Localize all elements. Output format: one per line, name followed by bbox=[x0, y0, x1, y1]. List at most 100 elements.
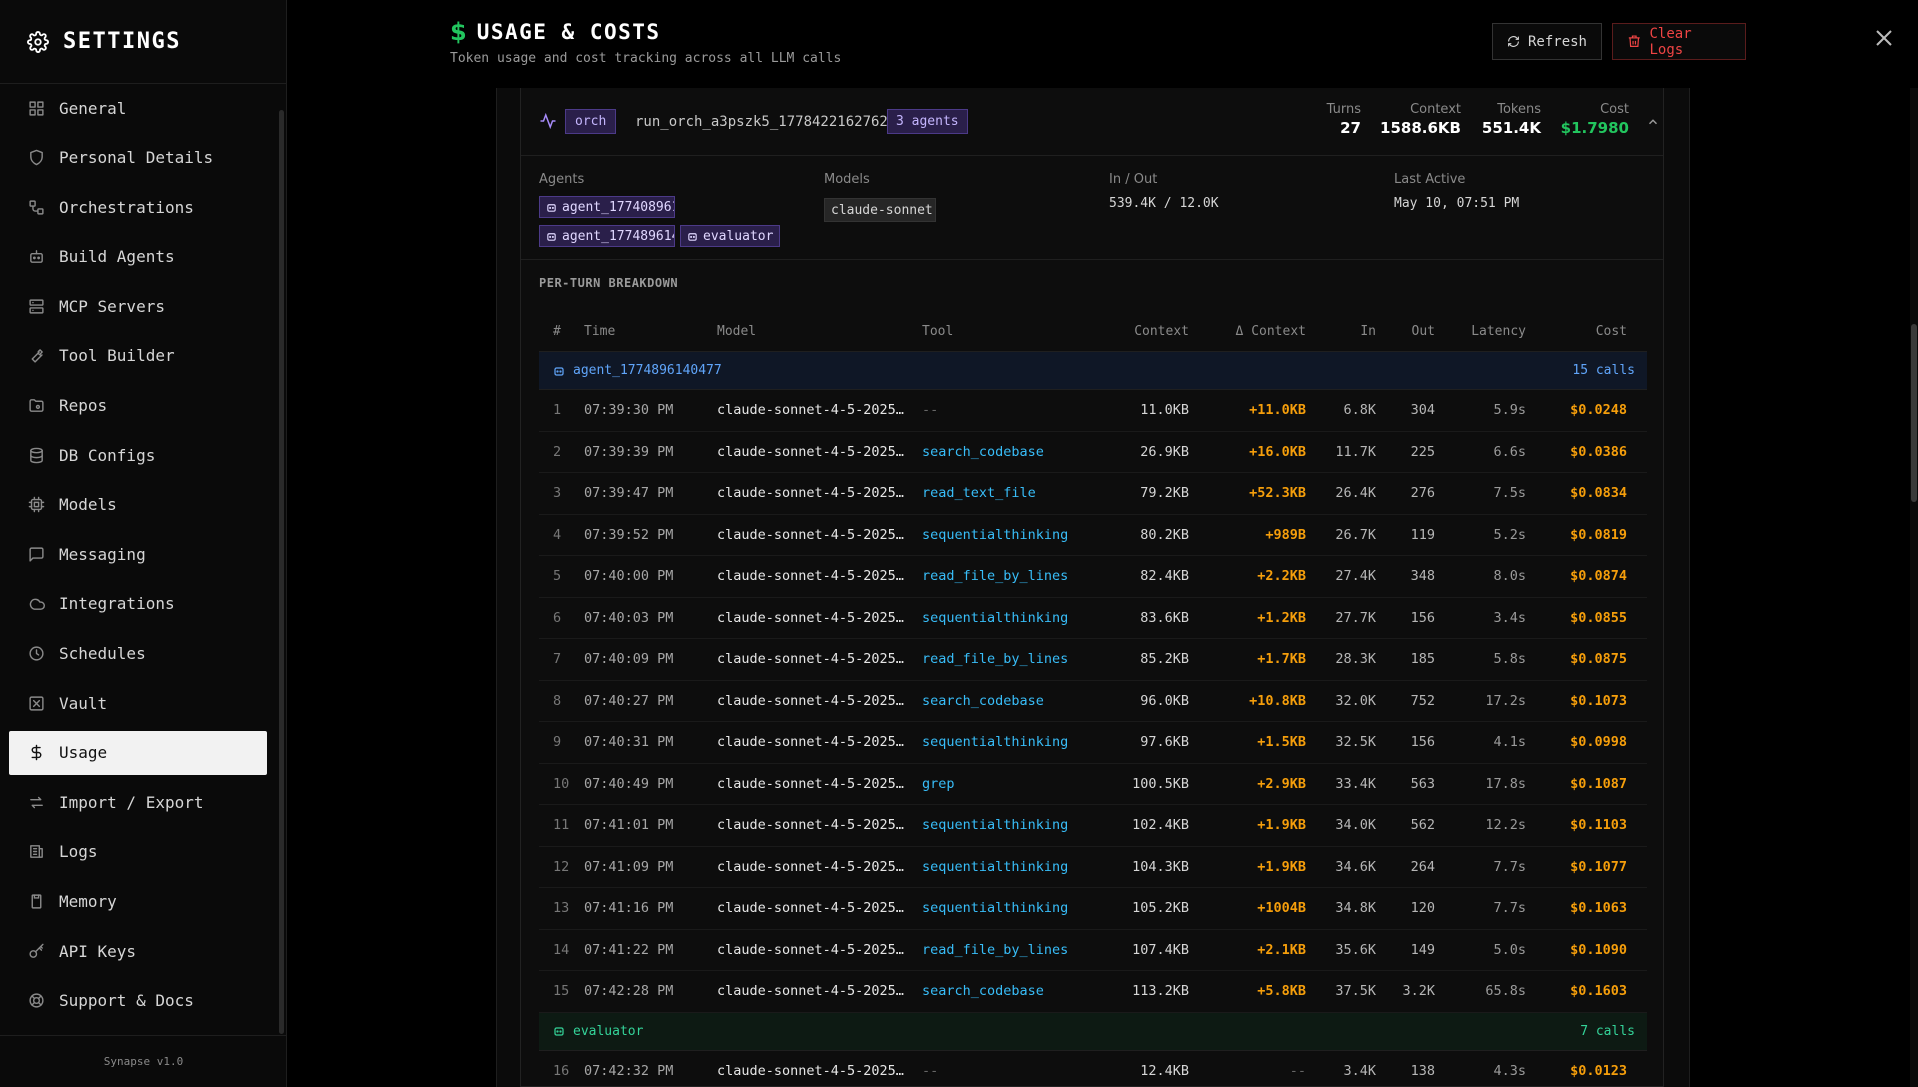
col-tool-header[interactable]: Tool bbox=[922, 324, 954, 339]
chevron-up-icon[interactable] bbox=[1646, 115, 1660, 129]
sidebar-item-models[interactable]: Models bbox=[9, 483, 267, 527]
table-row[interactable]: 11 07:41:01 PM claude-sonnet-4-5-2025… sequ… bbox=[539, 805, 1647, 847]
col-in-cell: 26.7K bbox=[1335, 526, 1376, 543]
col-cost-header[interactable]: Cost bbox=[1595, 324, 1627, 339]
col-index-header[interactable]: # bbox=[553, 324, 561, 339]
col-cost-cell: $0.0874 bbox=[1570, 568, 1627, 585]
run-card-header[interactable]: orch run_orch_a3pszk5_1778422162762 3 ag… bbox=[521, 88, 1663, 156]
sidebar-item-personal-details[interactable]: Personal Details bbox=[9, 136, 267, 180]
col-latency-cell: 12.2s bbox=[1485, 817, 1526, 834]
sidebar-item-messaging[interactable]: Messaging bbox=[9, 532, 267, 576]
col-index-cell: 12 bbox=[553, 858, 570, 875]
col-latency-header[interactable]: Latency bbox=[1471, 324, 1526, 339]
table-row[interactable]: 6 07:40:03 PM claude-sonnet-4-5-2025… seque… bbox=[539, 598, 1647, 639]
col-tool-cell: grep bbox=[922, 775, 955, 792]
scrollbar-thumb[interactable] bbox=[1911, 324, 1917, 502]
sidebar-item-integrations[interactable]: Integrations bbox=[9, 582, 267, 626]
col-model-cell: claude-sonnet-4-5-2025… bbox=[717, 734, 904, 751]
col-model-cell: claude-sonnet-4-5-2025… bbox=[717, 568, 904, 585]
table-row[interactable]: 9 07:40:31 PM claude-sonnet-4-5-2025… seque… bbox=[539, 722, 1647, 764]
sidebar-item-usage[interactable]: Usage bbox=[9, 730, 267, 775]
table-row[interactable]: 12 07:41:09 PM claude-sonnet-4-5-2025… sequ… bbox=[539, 847, 1647, 888]
col-context-header[interactable]: Context bbox=[1134, 324, 1189, 339]
col-latency-cell: 17.2s bbox=[1485, 692, 1526, 709]
grid-icon bbox=[27, 99, 45, 117]
col-index-cell: 16 bbox=[553, 1062, 570, 1079]
sidebar-item-vault[interactable]: Vault bbox=[9, 681, 267, 725]
models-label: Models bbox=[824, 172, 870, 187]
sidebar-item-repos[interactable]: Repos bbox=[9, 384, 267, 428]
col-delta-context-header[interactable]: Δ Context bbox=[1235, 324, 1306, 339]
col-index-cell: 13 bbox=[553, 900, 570, 917]
table-row[interactable]: 4 07:39:52 PM claude-sonnet-4-5-2025… seque… bbox=[539, 515, 1647, 556]
table-row[interactable]: 14 07:41:22 PM claude-sonnet-4-5-2025… read… bbox=[539, 930, 1647, 971]
col-in-cell: 37.5K bbox=[1335, 983, 1376, 1000]
clear-logs-button[interactable]: Clear Logs bbox=[1612, 23, 1746, 60]
col-out-cell: 149 bbox=[1410, 941, 1435, 958]
table-row[interactable]: 3 07:39:47 PM claude-sonnet-4-5-2025… read_… bbox=[539, 473, 1647, 515]
orch-tag: orch bbox=[565, 109, 617, 134]
col-latency-cell: 65.8s bbox=[1485, 983, 1526, 1000]
trash-icon bbox=[1628, 35, 1640, 47]
col-context-cell: 12.4KB bbox=[1140, 1062, 1189, 1079]
col-index-cell: 11 bbox=[553, 817, 570, 834]
agent-group-row[interactable]: agent_1774896140477 15 calls bbox=[539, 352, 1647, 390]
table-row[interactable]: 16 07:42:32 PM claude-sonnet-4-5-2025… -- 12… bbox=[539, 1051, 1647, 1087]
table-row[interactable]: 15 07:42:28 PM claude-sonnet-4-5-2025… sear… bbox=[539, 971, 1647, 1013]
sidebar-item-schedules[interactable]: Schedules bbox=[9, 632, 267, 676]
cpu-icon bbox=[27, 496, 45, 514]
sidebar-item-logs[interactable]: Logs bbox=[9, 830, 267, 874]
col-out-cell: 225 bbox=[1410, 443, 1435, 460]
agent-group-row[interactable]: evaluator 7 calls bbox=[539, 1012, 1647, 1051]
agent-chip[interactable]: agent_1774896140477 bbox=[539, 225, 675, 247]
breakdown-table: # Time Model Tool Context Δ Context In Out Laten… bbox=[539, 312, 1647, 1087]
col-time-cell: 07:39:47 PM bbox=[584, 485, 674, 502]
col-in-header[interactable]: In bbox=[1360, 324, 1376, 339]
sidebar-item-import-export[interactable]: Import / Export bbox=[9, 780, 267, 824]
col-index-cell: 15 bbox=[553, 983, 570, 1000]
col-index-cell: 6 bbox=[553, 609, 562, 626]
sidebar-item-build-agents[interactable]: Build Agents bbox=[9, 235, 267, 279]
sidebar-item-mcp-servers[interactable]: MCP Servers bbox=[9, 284, 267, 328]
sidebar-nav: General Personal Details Orchestrations Bui… bbox=[9, 86, 267, 1028]
agent-chip[interactable]: evaluator bbox=[680, 225, 781, 247]
table-row[interactable]: 10 07:40:49 PM claude-sonnet-4-5-2025… grep… bbox=[539, 764, 1647, 805]
sidebar-item-general[interactable]: General bbox=[9, 86, 267, 130]
sidebar-item-label: General bbox=[59, 98, 127, 118]
table-row[interactable]: 1 07:39:30 PM claude-sonnet-4-5-2025… -- 11.… bbox=[539, 390, 1647, 432]
tokens-label: Tokens bbox=[1497, 102, 1541, 117]
sidebar-scrollbar[interactable] bbox=[279, 110, 284, 1034]
col-cost-cell: $0.0875 bbox=[1570, 651, 1627, 668]
sidebar-item-support-docs[interactable]: Support & Docs bbox=[9, 979, 267, 1023]
sidebar-item-db-configs[interactable]: DB Configs bbox=[9, 433, 267, 477]
sidebar-item-label: Personal Details bbox=[59, 148, 214, 168]
tokens-value: 551.4K bbox=[1481, 119, 1541, 137]
col-time-cell: 07:40:31 PM bbox=[584, 734, 674, 751]
table-row[interactable]: 8 07:40:27 PM claude-sonnet-4-5-2025… searc… bbox=[539, 681, 1647, 722]
sidebar-item-api-keys[interactable]: API Keys bbox=[9, 929, 267, 973]
col-delta-context-cell: +2.2KB bbox=[1257, 568, 1306, 585]
table-row[interactable]: 7 07:40:09 PM claude-sonnet-4-5-2025… read_… bbox=[539, 639, 1647, 681]
col-delta-context-cell: +16.0KB bbox=[1249, 443, 1306, 460]
refresh-button[interactable]: Refresh bbox=[1492, 23, 1602, 60]
table-row[interactable]: 13 07:41:16 PM claude-sonnet-4-5-2025… sequ… bbox=[539, 888, 1647, 930]
col-time-header[interactable]: Time bbox=[584, 324, 616, 339]
sidebar-item-orchestrations[interactable]: Orchestrations bbox=[9, 185, 267, 229]
col-in-cell: 32.5K bbox=[1335, 734, 1376, 751]
col-out-cell: 276 bbox=[1410, 485, 1435, 502]
close-icon[interactable] bbox=[1872, 26, 1896, 50]
agent-chip[interactable]: agent_1774089614 bbox=[539, 196, 675, 218]
col-tool-cell: sequentialthinking bbox=[922, 858, 1069, 875]
col-model-cell: claude-sonnet-4-5-2025… bbox=[717, 402, 904, 419]
arrows-icon bbox=[27, 793, 45, 811]
col-tool-cell: sequentialthinking bbox=[922, 817, 1069, 834]
col-model-header[interactable]: Model bbox=[717, 324, 757, 339]
sidebar-item-tool-builder[interactable]: Tool Builder bbox=[9, 334, 267, 378]
sidebar-item-memory[interactable]: Memory bbox=[9, 880, 267, 924]
table-row[interactable]: 2 07:39:39 PM claude-sonnet-4-5-2025… searc… bbox=[539, 432, 1647, 473]
main-scrollbar[interactable] bbox=[1910, 88, 1918, 1087]
table-row[interactable]: 5 07:40:00 PM claude-sonnet-4-5-2025… read_… bbox=[539, 556, 1647, 598]
col-index-cell: 2 bbox=[553, 443, 562, 460]
col-delta-context-cell: +52.3KB bbox=[1249, 485, 1306, 502]
col-out-header[interactable]: Out bbox=[1411, 324, 1435, 339]
